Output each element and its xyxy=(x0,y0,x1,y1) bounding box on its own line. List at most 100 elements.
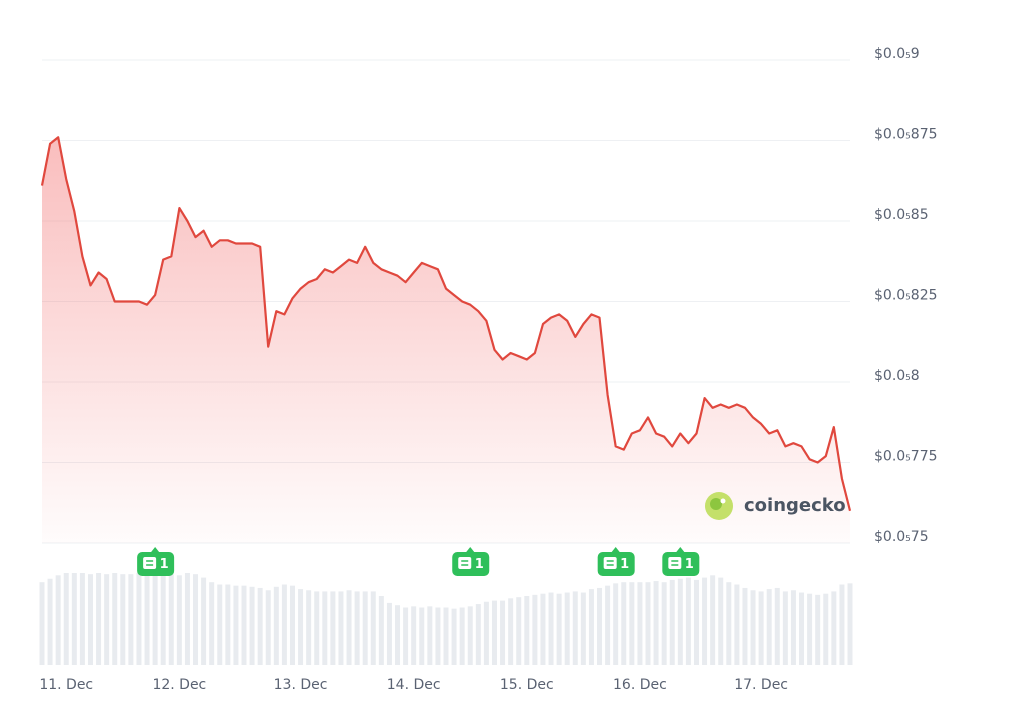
volume-bar xyxy=(766,589,772,665)
watermark-text: coingecko xyxy=(744,495,846,516)
volume-bar xyxy=(419,607,425,665)
volume-bar xyxy=(47,578,53,665)
volume-bar xyxy=(63,573,69,665)
volume-bar xyxy=(710,575,716,665)
volume-bar xyxy=(249,586,255,665)
volume-bar xyxy=(831,591,837,665)
y-tick-label: $0.0₅8 xyxy=(874,368,920,384)
volume-bar xyxy=(734,584,740,665)
volume-bar xyxy=(750,590,756,665)
news-icon xyxy=(603,557,617,569)
volume-bar xyxy=(524,596,530,665)
volume-bar xyxy=(540,593,546,665)
volume-bar xyxy=(742,587,748,665)
volume-bar xyxy=(427,606,433,665)
volume-bar xyxy=(774,587,780,665)
volume-bar xyxy=(362,591,368,665)
volume-bar xyxy=(483,601,489,665)
volume-bar xyxy=(693,579,699,665)
volume-bar xyxy=(257,587,263,665)
news-count: 1 xyxy=(160,557,169,572)
volume-bar xyxy=(467,606,473,665)
volume-bar xyxy=(556,593,562,665)
news-marker[interactable]: 1 xyxy=(452,547,490,576)
volume-bar xyxy=(96,573,102,665)
y-tick-label: $0.0₅825 xyxy=(874,288,938,304)
news-marker[interactable]: 1 xyxy=(137,547,175,576)
volume-bar xyxy=(403,607,409,665)
volume-bar xyxy=(677,578,683,665)
volume-bar xyxy=(330,591,336,665)
volume-bar xyxy=(702,577,708,665)
volume-bar xyxy=(136,573,142,665)
volume-bar xyxy=(378,596,384,665)
volume-bar xyxy=(790,590,796,665)
y-tick-label: $0.0₅9 xyxy=(874,46,920,62)
volume-bar xyxy=(370,591,376,665)
volume-bar xyxy=(782,591,788,665)
volume-bar xyxy=(807,593,813,665)
price-area xyxy=(42,137,850,544)
volume-bar xyxy=(306,590,312,665)
news-pointer xyxy=(676,547,685,552)
y-tick-label: $0.0₅75 xyxy=(874,529,929,545)
x-tick-label: 14. Dec xyxy=(387,677,441,693)
y-tick-label: $0.0₅85 xyxy=(874,207,929,223)
volume-bar xyxy=(669,579,675,665)
volume-bar xyxy=(201,577,207,665)
volume-bar xyxy=(160,573,166,665)
volume-bar xyxy=(564,592,570,665)
x-tick-label: 12. Dec xyxy=(152,677,206,693)
volume-bar xyxy=(847,583,853,665)
volume-bar xyxy=(588,589,594,665)
volume-bar xyxy=(144,573,150,665)
volume-bar xyxy=(572,591,578,665)
volume-bar xyxy=(475,604,481,665)
news-icon xyxy=(143,557,157,569)
volume-bar xyxy=(815,594,821,665)
volume-bar xyxy=(265,590,271,665)
volume-bar xyxy=(128,574,134,665)
volume-bar xyxy=(104,574,110,665)
volume-bar xyxy=(629,582,635,665)
volume-bar xyxy=(79,573,85,665)
volume-bar xyxy=(532,594,538,665)
volume-bar xyxy=(193,574,199,665)
volume-bar xyxy=(508,598,514,665)
volume-bar xyxy=(233,585,239,665)
volume-bar xyxy=(152,571,158,665)
news-marker[interactable]: 1 xyxy=(662,547,700,576)
volume-bar xyxy=(184,573,190,665)
news-marker[interactable]: 1 xyxy=(597,547,635,576)
volume-bar xyxy=(637,582,643,665)
volume-bar xyxy=(120,574,126,665)
volume-bar xyxy=(338,591,344,665)
volume-bar xyxy=(605,585,611,665)
volume-bar xyxy=(411,606,417,665)
volume-bar xyxy=(580,592,586,665)
volume-bar xyxy=(459,607,465,665)
volume-bar xyxy=(645,582,651,665)
volume-bar xyxy=(39,582,45,665)
volume-bar xyxy=(281,584,287,665)
volume-bar xyxy=(55,575,61,665)
volume-bar xyxy=(718,577,724,665)
volume-bar xyxy=(273,586,279,665)
y-tick-label: $0.0₅775 xyxy=(874,449,938,465)
volume-bar xyxy=(112,573,118,665)
volume-bar xyxy=(209,582,215,665)
news-icon xyxy=(458,557,472,569)
volume-bar xyxy=(758,591,764,665)
news-icon xyxy=(668,557,682,569)
x-tick-label: 17. Dec xyxy=(734,677,788,693)
volume-bar xyxy=(225,584,231,665)
volume-bar xyxy=(653,581,659,665)
volume-bar xyxy=(354,591,360,665)
volume-bar xyxy=(839,584,845,665)
volume-bar xyxy=(395,605,401,665)
volume-bar xyxy=(613,583,619,665)
volume-bar xyxy=(346,590,352,665)
volume-bar xyxy=(451,608,457,665)
x-tick-label: 11. Dec xyxy=(39,677,93,693)
